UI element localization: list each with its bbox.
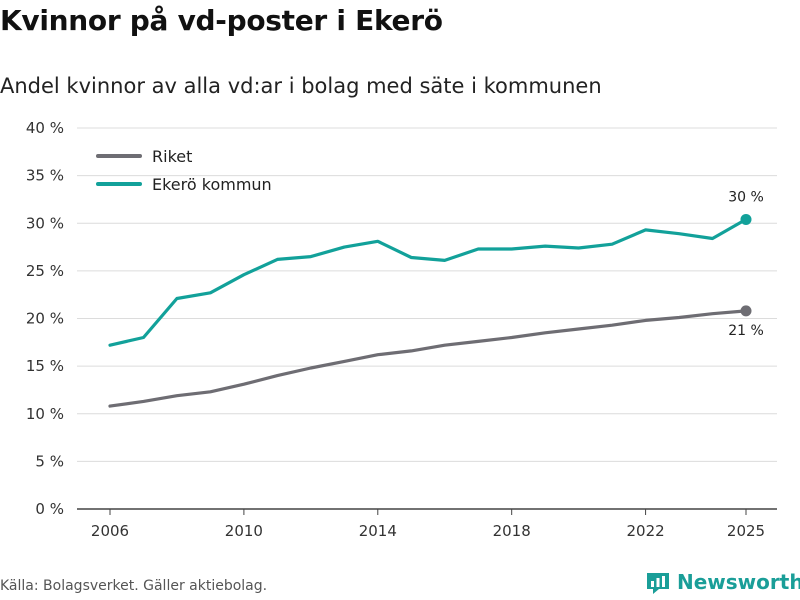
x-tick-label: 2014 (359, 522, 397, 540)
series-end-label-1: 30 % (728, 189, 764, 205)
y-tick-label: 10 % (26, 405, 64, 423)
y-tick-label: 20 % (26, 310, 64, 328)
x-tick-label: 2018 (493, 522, 531, 540)
brand-name: Newsworthy (677, 570, 800, 594)
y-tick-label: 30 % (26, 214, 64, 232)
y-axis-tick-labels: 0 % 5 % 10 % 15 % 20 % 25 % 30 % 35 % 40 % (26, 119, 64, 518)
y-tick-label: 25 % (26, 262, 64, 280)
y-tick-label: 0 % (35, 500, 64, 518)
x-tick-label: 2025 (727, 522, 765, 540)
chart-title: Kvinnor på vd-poster i Ekerö (0, 4, 443, 37)
brand-logo[interactable]: Newsworthy (645, 569, 800, 595)
y-tick-label: 40 % (26, 119, 64, 137)
series-lines: 21 % 30 % (108, 189, 764, 408)
y-tick-label: 5 % (35, 452, 64, 470)
x-axis-tick-labels: 2006 2010 2014 2018 2022 2025 (91, 509, 765, 540)
grid-lines (77, 127, 777, 510)
series-line-0 (108, 309, 748, 408)
y-tick-label: 35 % (26, 167, 64, 185)
legend: Riket Ekerö kommun (96, 147, 272, 194)
x-tick-label: 2006 (91, 522, 129, 540)
series-end-label-0: 21 % (728, 323, 764, 339)
x-tick-label: 2010 (225, 522, 263, 540)
series-line-1 (108, 217, 748, 347)
series-end-point-1 (740, 213, 752, 225)
legend-label: Riket (152, 147, 192, 166)
legend-label: Ekerö kommun (152, 175, 272, 194)
y-tick-label: 15 % (26, 357, 64, 375)
x-tick-label: 2022 (626, 522, 664, 540)
newsworthy-logo-icon (647, 573, 669, 594)
source-note: Källa: Bolagsverket. Gäller aktiebolag. (0, 578, 268, 594)
series-end-point-0 (740, 305, 752, 317)
chart-subtitle: Andel kvinnor av alla vd:ar i bolag med … (0, 74, 602, 98)
